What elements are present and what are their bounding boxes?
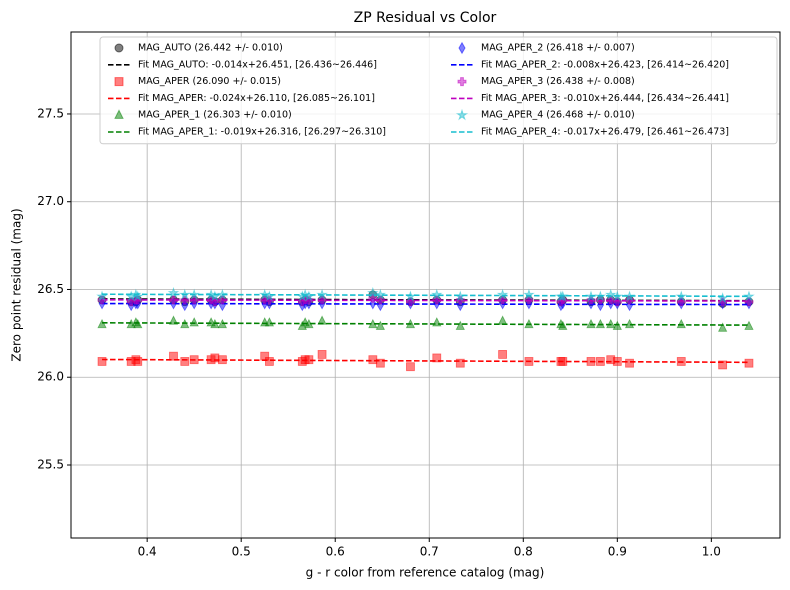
legend-label: MAG_AUTO (26.442 +/- 0.010) bbox=[138, 43, 283, 54]
data-point bbox=[167, 286, 180, 298]
data-point bbox=[168, 315, 179, 325]
legend-marker bbox=[457, 77, 467, 87]
data-point bbox=[612, 320, 622, 330]
y-tick-label: 27.5 bbox=[37, 106, 64, 120]
data-point bbox=[558, 320, 568, 330]
y-tick-label: 26.0 bbox=[37, 370, 64, 384]
y-tick-label: 26.5 bbox=[37, 282, 64, 296]
x-tick-label: 0.4 bbox=[138, 545, 157, 559]
data-point bbox=[180, 357, 190, 366]
chart-title: ZP Residual vs Color bbox=[354, 10, 497, 26]
data-point bbox=[169, 295, 178, 305]
data-point bbox=[623, 290, 636, 302]
data-point bbox=[368, 355, 378, 365]
plot-area bbox=[96, 286, 755, 372]
legend-label: Fit MAG_APER_4: -0.017x+26.479, [26.461~… bbox=[481, 127, 729, 138]
legend-label: MAG_APER_3 (26.438 +/- 0.008) bbox=[481, 76, 635, 87]
data-point bbox=[432, 295, 442, 305]
data-point bbox=[432, 317, 442, 327]
x-tick-label: 0.5 bbox=[232, 545, 251, 559]
x-tick-label: 0.7 bbox=[420, 545, 439, 559]
fit-line bbox=[102, 299, 749, 302]
legend-label: Fit MAG_APER_3: -0.010x+26.444, [26.434~… bbox=[481, 93, 729, 104]
fit-line bbox=[102, 302, 749, 306]
legend-label: MAG_APER (26.090 +/- 0.015) bbox=[138, 76, 281, 87]
data-point bbox=[169, 351, 178, 361]
data-point bbox=[455, 358, 465, 368]
data-point bbox=[375, 295, 385, 305]
y-tick-label: 27.0 bbox=[37, 194, 64, 208]
data-point bbox=[606, 318, 616, 329]
data-point bbox=[432, 353, 442, 363]
data-point bbox=[743, 290, 755, 302]
x-tick-label: 1.0 bbox=[702, 545, 721, 559]
legend-marker bbox=[458, 41, 466, 55]
fit-line bbox=[102, 293, 749, 298]
data-point bbox=[133, 357, 143, 366]
x-tick-label: 0.6 bbox=[326, 545, 345, 559]
fit-line bbox=[102, 322, 749, 326]
x-tick-label: 0.8 bbox=[514, 545, 533, 559]
data-point bbox=[406, 362, 415, 372]
data-point bbox=[374, 288, 387, 300]
y-tick-label: 25.5 bbox=[37, 457, 64, 471]
data-point bbox=[744, 358, 754, 368]
data-point bbox=[133, 318, 143, 329]
data-point bbox=[317, 350, 327, 359]
data-point bbox=[523, 288, 535, 300]
data-point bbox=[498, 350, 508, 359]
legend-label: MAG_APER_2 (26.418 +/- 0.007) bbox=[481, 43, 635, 54]
data-point bbox=[676, 318, 686, 329]
data-point bbox=[375, 320, 386, 330]
data-point bbox=[189, 317, 199, 327]
data-point bbox=[624, 318, 635, 329]
legend-label: MAG_APER_4 (26.468 +/- 0.010) bbox=[481, 110, 635, 121]
data-point bbox=[496, 288, 509, 300]
x-tick-label: 0.9 bbox=[608, 545, 627, 559]
data-point bbox=[625, 358, 634, 368]
data-point bbox=[718, 360, 728, 370]
data-point bbox=[368, 293, 378, 303]
data-point bbox=[455, 320, 465, 330]
data-point bbox=[430, 288, 443, 300]
legend-label: Fit MAG_APER_1: -0.019x+26.316, [26.297~… bbox=[138, 127, 386, 138]
x-axis-label: g - r color from reference catalog (mag) bbox=[306, 566, 545, 580]
plot-frame bbox=[70, 31, 781, 539]
data-point bbox=[367, 286, 379, 298]
legend-label: Fit MAG_APER_2: -0.008x+26.423, [26.414~… bbox=[481, 59, 729, 70]
legend-marker bbox=[114, 109, 124, 119]
data-point bbox=[717, 322, 728, 332]
legend-marker bbox=[455, 108, 469, 121]
legend-marker bbox=[114, 43, 124, 53]
data-point bbox=[497, 315, 508, 325]
y-axis-label: Zero point residual (mag) bbox=[10, 208, 24, 361]
legend-box bbox=[99, 36, 778, 145]
data-point bbox=[97, 357, 107, 366]
data-point bbox=[265, 357, 274, 366]
data-point bbox=[375, 358, 385, 368]
legend-label: Fit MAG_APER: -0.024x+26.110, [26.085~26… bbox=[138, 93, 375, 104]
legend-marker bbox=[114, 77, 124, 87]
data-point bbox=[595, 318, 606, 329]
data-point bbox=[97, 318, 107, 329]
fit-line bbox=[102, 358, 749, 364]
legend-label: Fit MAG_AUTO: -0.014x+26.451, [26.436~26… bbox=[138, 59, 377, 70]
legend-label: MAG_APER_1 (26.303 +/- 0.010) bbox=[138, 110, 292, 121]
